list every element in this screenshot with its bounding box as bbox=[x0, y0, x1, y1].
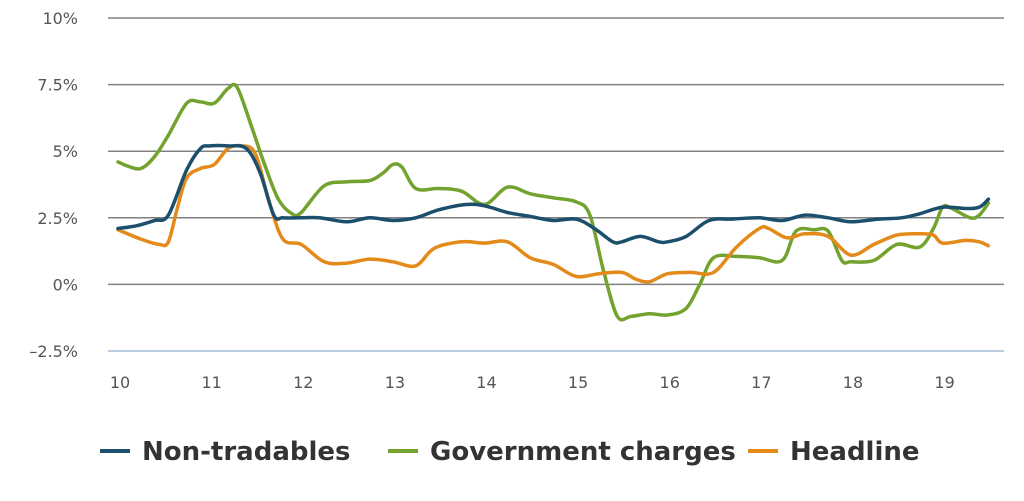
x-tick-label: 10 bbox=[110, 373, 130, 392]
y-tick-label: 0% bbox=[53, 275, 78, 294]
x-axis-tick-labels: 10 11 12 13 14 15 16 17 18 19 bbox=[110, 373, 955, 392]
x-tick-label: 14 bbox=[476, 373, 496, 392]
x-tick-label: 13 bbox=[385, 373, 405, 392]
y-axis-tick-labels: 10% 7.5% 5% 2.5% 0% –2.5% bbox=[29, 9, 78, 361]
y-tick-label: 10% bbox=[42, 9, 78, 28]
y-tick-label: 5% bbox=[53, 142, 78, 161]
x-tick-label: 15 bbox=[568, 373, 588, 392]
legend-label: Headline bbox=[790, 437, 920, 467]
legend-item-government-charges: Government charges bbox=[388, 437, 736, 467]
x-tick-label: 12 bbox=[293, 373, 313, 392]
legend-label: Government charges bbox=[430, 437, 736, 467]
series-line-headline bbox=[116, 143, 991, 284]
series-line-non-tradables bbox=[116, 143, 991, 245]
x-tick-label: 11 bbox=[201, 373, 221, 392]
series-line-government-charges bbox=[116, 82, 991, 322]
legend-label: Non-tradables bbox=[142, 437, 351, 467]
legend-item-non-tradables: Non-tradables bbox=[100, 437, 351, 467]
y-tick-label: –2.5% bbox=[29, 342, 78, 361]
x-tick-label: 17 bbox=[751, 373, 771, 392]
x-tick-label: 18 bbox=[843, 373, 863, 392]
y-tick-label: 2.5% bbox=[37, 209, 78, 228]
y-tick-label: 7.5% bbox=[37, 76, 78, 95]
legend-item-headline: Headline bbox=[748, 437, 920, 467]
legend: Non-tradables Government charges Headline bbox=[100, 437, 920, 467]
x-tick-label: 16 bbox=[660, 373, 680, 392]
x-tick-label: 19 bbox=[934, 373, 954, 392]
gridlines bbox=[108, 17, 1004, 352]
series-lines bbox=[116, 82, 991, 322]
